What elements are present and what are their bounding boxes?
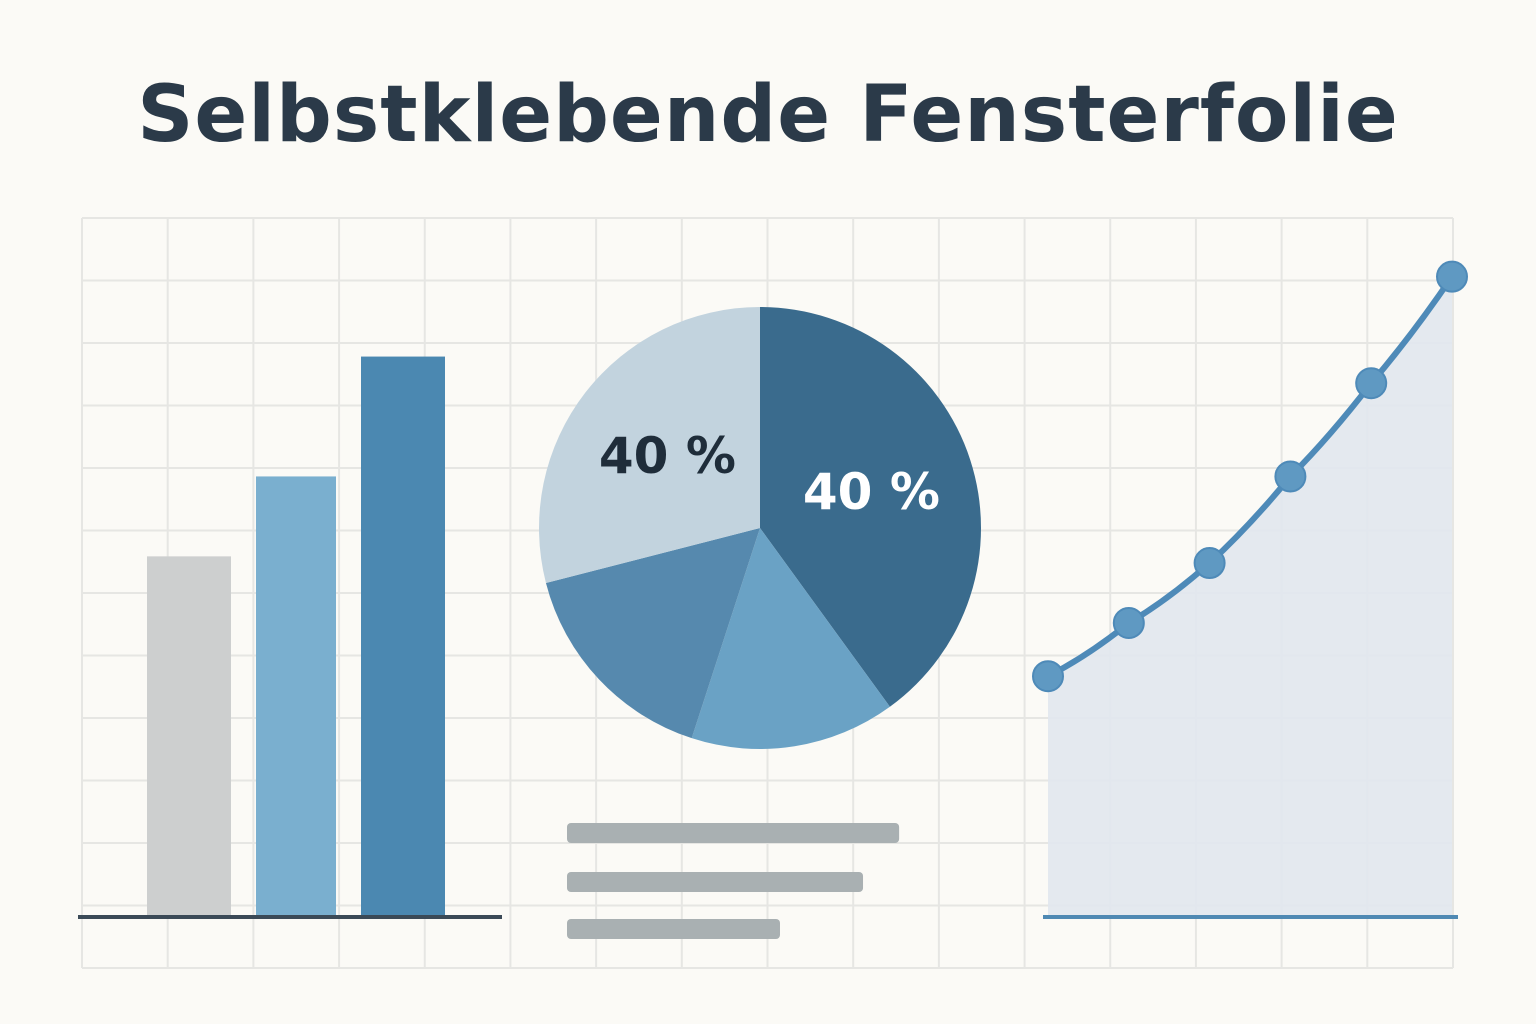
page-title: Selbstklebende Fensterfolie bbox=[137, 70, 1399, 160]
legend-placeholder-bar bbox=[567, 919, 780, 939]
data-point bbox=[1274, 460, 1307, 493]
pie-slice bbox=[539, 307, 760, 583]
pie-slice bbox=[760, 307, 982, 707]
data-point bbox=[1112, 606, 1145, 639]
legend-placeholder-bar bbox=[567, 823, 900, 843]
data-point bbox=[1355, 367, 1388, 400]
bar bbox=[256, 476, 336, 916]
data-point bbox=[1032, 660, 1064, 693]
bar-chart bbox=[78, 356, 502, 919]
pie-slice bbox=[691, 528, 890, 749]
area-fill bbox=[1048, 276, 1452, 916]
pie-slice bbox=[545, 528, 760, 739]
pie-legend-placeholder bbox=[567, 823, 900, 939]
area-chart bbox=[1032, 260, 1468, 919]
pie-slice-label: 40 % bbox=[599, 427, 736, 485]
pie-slice-label: 40 % bbox=[803, 463, 940, 521]
data-point bbox=[1436, 260, 1468, 293]
bar bbox=[361, 356, 445, 916]
legend-placeholder-bar bbox=[567, 872, 864, 892]
data-point bbox=[1193, 547, 1226, 580]
pie-chart: 40 % 40 % bbox=[539, 307, 982, 749]
bar bbox=[147, 556, 231, 916]
